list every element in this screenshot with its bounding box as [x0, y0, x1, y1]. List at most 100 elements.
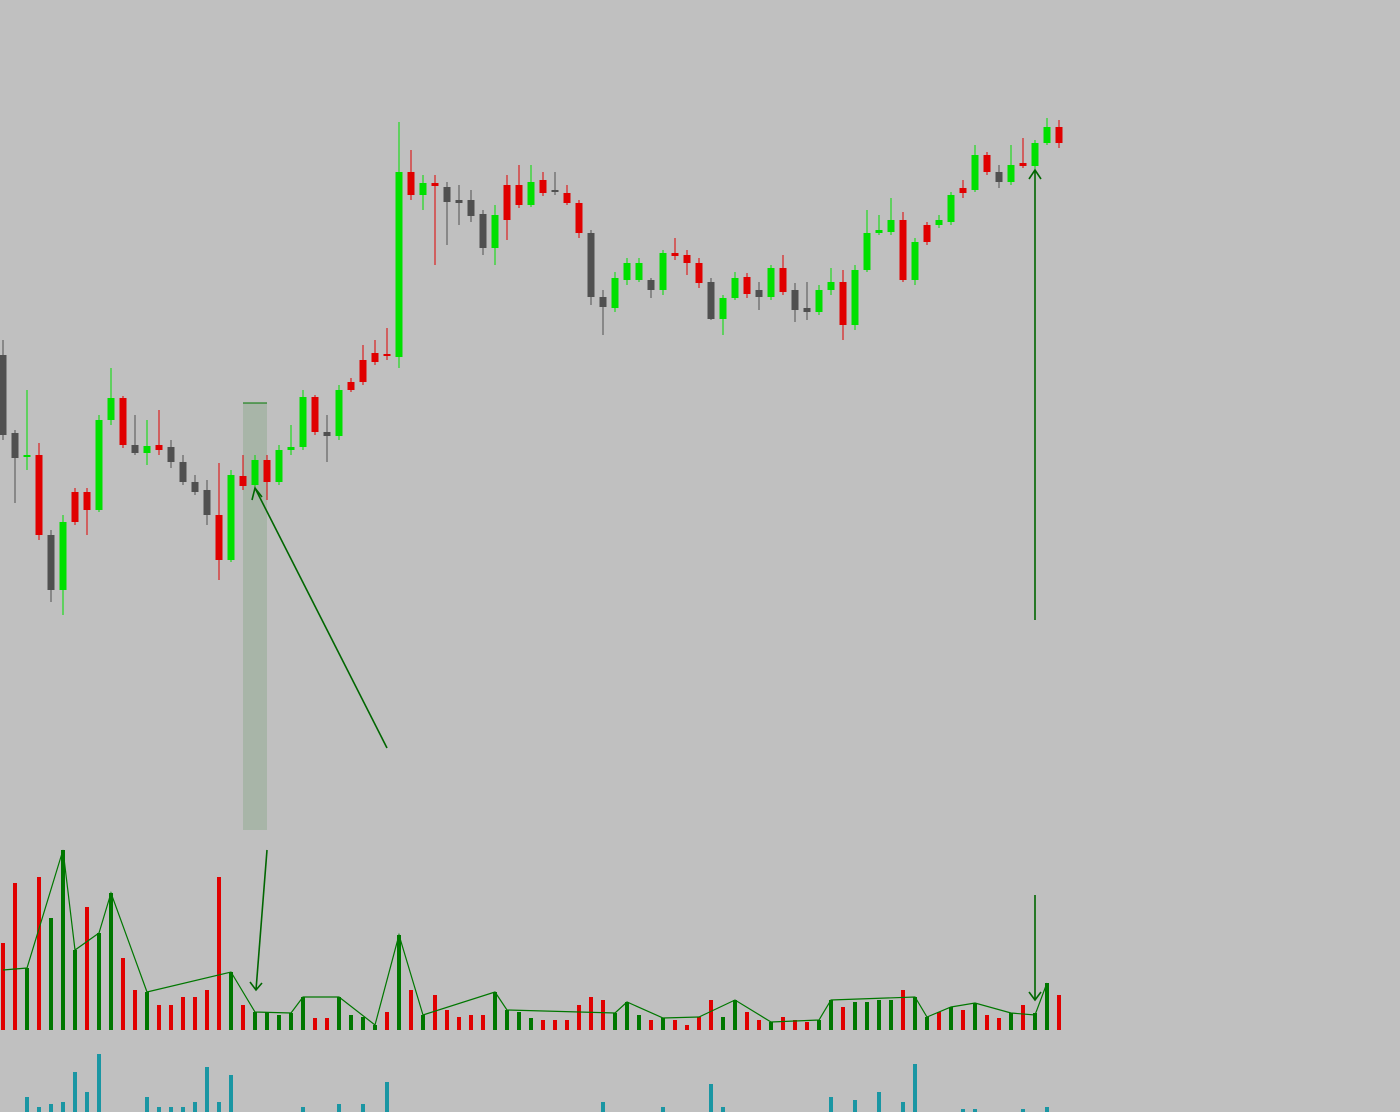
bar — [913, 997, 917, 1030]
bar — [61, 1102, 65, 1112]
candle-body — [755, 290, 763, 297]
candle-body — [731, 278, 739, 298]
candle-body — [1019, 163, 1027, 166]
candle-body — [827, 282, 835, 290]
bar — [637, 1015, 641, 1030]
bar — [853, 1100, 857, 1112]
bar — [97, 933, 101, 1030]
candle-body — [47, 535, 55, 590]
candle-body — [983, 155, 991, 172]
arrow-head — [251, 486, 263, 501]
candle-body — [491, 215, 499, 248]
candle-body — [395, 172, 403, 357]
bar — [829, 1000, 833, 1030]
bar — [277, 1015, 281, 1030]
bar — [361, 1017, 365, 1030]
bar — [133, 990, 137, 1030]
bar — [685, 1025, 689, 1030]
bar — [181, 1107, 185, 1112]
bar — [25, 1097, 29, 1112]
arrow — [254, 487, 388, 749]
bar — [373, 1025, 377, 1030]
bar — [1021, 1109, 1025, 1112]
candle-body — [551, 190, 559, 192]
bar — [253, 1012, 257, 1030]
bar — [937, 1012, 941, 1030]
bar — [1057, 995, 1061, 1030]
bar — [673, 1020, 677, 1030]
candle-body — [71, 492, 79, 522]
bar — [85, 907, 89, 1030]
bar — [709, 1000, 713, 1030]
bar — [757, 1020, 761, 1030]
candle-body — [863, 233, 871, 270]
candle-body — [779, 268, 787, 292]
candle-body — [23, 455, 31, 457]
candle-body — [503, 185, 511, 220]
candle-body — [287, 447, 295, 450]
bar — [349, 1015, 353, 1030]
arrow-head — [249, 981, 263, 992]
bar — [601, 1102, 605, 1112]
bar — [205, 990, 209, 1030]
bar — [25, 968, 29, 1030]
candle-body — [839, 282, 847, 325]
candle-body — [575, 203, 583, 233]
bar — [457, 1017, 461, 1030]
candle-body — [383, 354, 391, 356]
candle-body — [431, 183, 439, 186]
bar — [601, 1000, 605, 1030]
bar — [565, 1020, 569, 1030]
volume-line — [2, 849, 1048, 1027]
bar — [385, 1012, 389, 1030]
bar — [241, 1005, 245, 1030]
bar — [985, 1015, 989, 1030]
bar — [145, 1097, 149, 1112]
bar — [445, 1010, 449, 1030]
candle-body — [599, 297, 607, 307]
candle-body — [479, 214, 487, 248]
candle-body — [11, 433, 19, 458]
candle-body — [659, 253, 667, 290]
candle-body — [359, 360, 367, 382]
bar — [301, 997, 305, 1030]
bar — [529, 1018, 533, 1030]
bar — [889, 1000, 893, 1030]
arrow-head — [1028, 168, 1042, 180]
bar — [145, 992, 149, 1030]
bar — [13, 883, 17, 1030]
bar — [865, 1002, 869, 1030]
bar — [169, 1107, 173, 1112]
bar — [73, 1072, 77, 1112]
bar — [505, 1010, 509, 1030]
bar — [313, 1018, 317, 1030]
bar — [301, 1107, 305, 1112]
candle-body — [1031, 143, 1039, 166]
bar — [781, 1017, 785, 1030]
bar — [49, 1104, 53, 1112]
candle-body — [0, 355, 7, 435]
candle-body — [407, 172, 415, 195]
candle-body — [587, 233, 595, 297]
bar — [193, 1102, 197, 1112]
arrow — [255, 849, 268, 991]
bar — [37, 1107, 41, 1112]
bar — [397, 935, 401, 1030]
candle-body — [959, 188, 967, 193]
bar — [877, 1000, 881, 1030]
candle-body — [851, 270, 859, 325]
candle-body — [875, 230, 883, 233]
candle-body — [695, 263, 703, 283]
bar — [901, 990, 905, 1030]
bar — [925, 1017, 929, 1030]
candle-body — [995, 172, 1003, 182]
candle-body — [1055, 127, 1063, 143]
bar — [1, 943, 5, 1030]
bar — [697, 1017, 701, 1030]
candle-body — [419, 183, 427, 195]
candle-body — [95, 420, 103, 510]
bar — [733, 1000, 737, 1030]
bar — [337, 997, 341, 1030]
bar — [841, 1007, 845, 1030]
